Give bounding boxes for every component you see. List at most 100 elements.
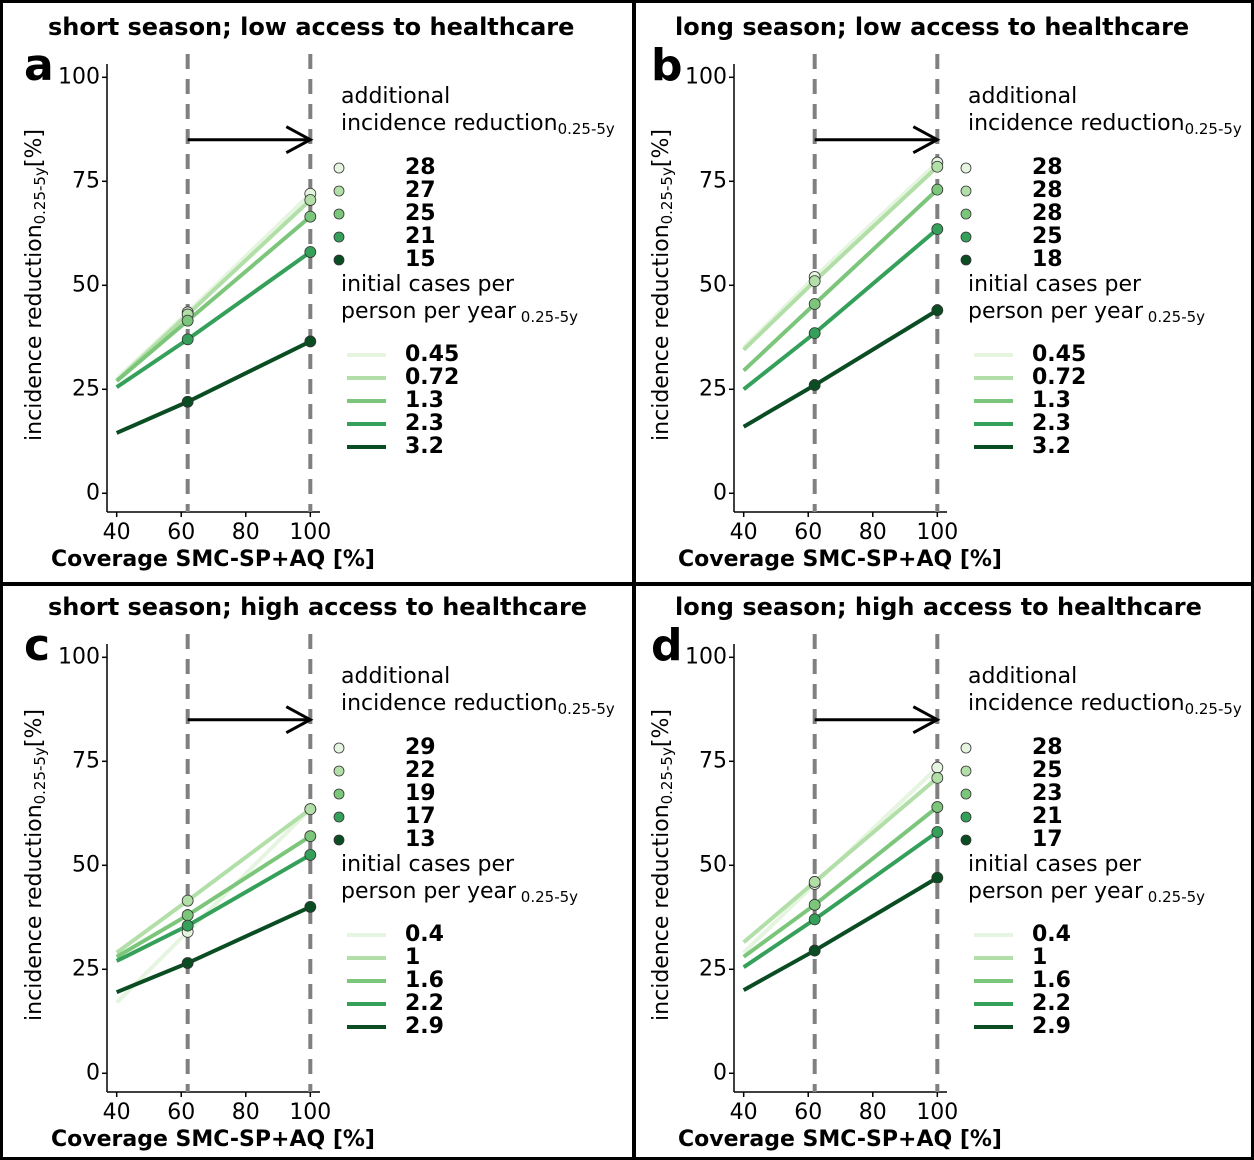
- legend-label: 1: [405, 945, 420, 970]
- legend-value: 28: [1032, 178, 1063, 203]
- data-point: [304, 194, 317, 206]
- y-axis-label-sub: 0.25-5y: [31, 747, 49, 804]
- legend-title: person per year 0.25-5y: [341, 879, 578, 906]
- y-axis-label-main: incidence reduction: [649, 804, 674, 1021]
- y-tick-label: 0: [713, 480, 727, 505]
- y-tick-label: 25: [72, 376, 100, 401]
- legend-title-sub: 0.25-5y: [1143, 888, 1205, 906]
- panel-letter: c: [24, 620, 50, 671]
- data-point: [931, 160, 944, 173]
- legend-title: initial cases per: [341, 852, 515, 877]
- legend-title: additional: [968, 84, 1077, 109]
- legend-point: [960, 254, 972, 266]
- data-point: [304, 900, 317, 913]
- data-point: [304, 830, 317, 843]
- y-axis-label: incidence reduction0.25-5y[%]: [22, 709, 49, 1021]
- legend-label: 0.45: [1032, 342, 1086, 367]
- legend-point: [333, 254, 345, 266]
- legend-value: 28: [1032, 201, 1063, 226]
- legend-value: 28: [405, 155, 436, 180]
- y-tick-label: 50: [72, 272, 100, 297]
- legend-title: person per year 0.25-5y: [968, 299, 1205, 326]
- x-tick-label: 100: [289, 1100, 331, 1125]
- y-tick-label: 100: [685, 644, 727, 669]
- legend-label: 1.3: [405, 388, 444, 413]
- legend-title: initial cases per: [341, 272, 515, 297]
- data-point: [808, 876, 821, 888]
- y-axis-label-unit: [%]: [22, 709, 47, 747]
- y-axis-label-unit: [%]: [649, 129, 674, 167]
- legend-title: incidence reduction0.25-5y: [341, 111, 615, 138]
- legend-point: [960, 185, 972, 197]
- data-point: [181, 919, 194, 932]
- legend-value: 27: [405, 178, 436, 203]
- legend-point: [960, 208, 972, 220]
- legend-value: 17: [1032, 827, 1063, 852]
- y-tick-label: 75: [699, 168, 727, 193]
- legend-title-sub: 0.25-5y: [558, 700, 615, 718]
- data-point: [181, 333, 194, 346]
- y-tick-label: 0: [86, 480, 100, 505]
- panel: short season; high access to healthcarec…: [22, 593, 615, 1152]
- x-tick-label: 60: [794, 1100, 822, 1125]
- data-point: [808, 898, 821, 911]
- legend-value: 13: [405, 827, 436, 852]
- arrow-head: [912, 705, 941, 735]
- legend-title: person per year 0.25-5y: [341, 299, 578, 326]
- data-point: [931, 183, 944, 196]
- y-tick-label: 75: [699, 748, 727, 773]
- legend-title-main: incidence reduction: [968, 111, 1185, 136]
- legend-title-sub: 0.25-5y: [558, 120, 615, 138]
- y-axis-label: incidence reduction0.25-5y[%]: [649, 709, 676, 1021]
- legend-label: 2.3: [1032, 411, 1071, 436]
- legend-title: additional: [341, 84, 450, 109]
- data-point: [808, 379, 821, 392]
- y-tick-label: 50: [72, 852, 100, 877]
- legend-value: 25: [405, 201, 436, 226]
- data-point: [181, 894, 194, 907]
- data-point: [808, 327, 821, 340]
- data-point: [181, 395, 194, 408]
- legend-point: [960, 231, 972, 243]
- y-axis-label-main: incidence reduction: [22, 804, 47, 1021]
- legend-label: 0.72: [405, 365, 459, 390]
- x-axis-label: Coverage SMC-SP+AQ [%]: [678, 1127, 1002, 1152]
- legend-value: 29: [405, 735, 436, 760]
- data-point: [808, 913, 821, 926]
- legend-title: additional: [968, 664, 1077, 689]
- legend-label: 1.6: [405, 968, 444, 993]
- legend-label: 0.4: [1032, 922, 1071, 947]
- y-axis-label-main: incidence reduction: [22, 224, 47, 441]
- x-tick-label: 100: [916, 1100, 958, 1125]
- arrow-head: [912, 125, 941, 155]
- legend-point: [333, 742, 345, 754]
- data-point: [304, 210, 317, 223]
- legend-label: 3.2: [1032, 434, 1071, 459]
- y-tick-label: 100: [58, 64, 100, 89]
- legend-value: 23: [1032, 781, 1063, 806]
- y-tick-label: 100: [58, 644, 100, 669]
- legend-label: 2.3: [405, 411, 444, 436]
- panel-letter: a: [24, 40, 54, 91]
- y-tick-label: 50: [699, 852, 727, 877]
- x-axis-label: Coverage SMC-SP+AQ [%]: [51, 1127, 375, 1152]
- data-point: [931, 223, 944, 236]
- legend-title: additional: [341, 664, 450, 689]
- panel-title: long season; high access to healthcare: [675, 593, 1202, 621]
- data-point: [931, 871, 944, 884]
- y-axis-label-sub: 0.25-5y: [658, 747, 676, 804]
- legend-label: 2.2: [405, 991, 444, 1016]
- legend-label: 2.9: [405, 1014, 444, 1039]
- arrow-head: [285, 125, 314, 155]
- legend-point: [960, 162, 972, 174]
- y-axis-label: incidence reduction0.25-5y[%]: [649, 129, 676, 441]
- legend-point: [333, 811, 345, 823]
- y-tick-label: 25: [72, 956, 100, 981]
- legend-point: [333, 788, 345, 800]
- x-tick-label: 40: [103, 520, 131, 545]
- y-axis-label-main: incidence reduction: [649, 224, 674, 441]
